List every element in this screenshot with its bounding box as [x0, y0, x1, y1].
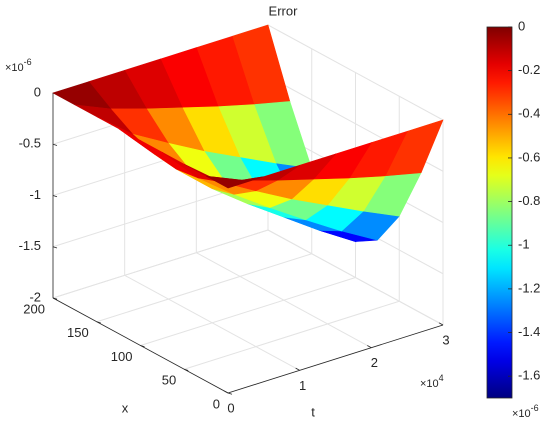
colorbar-tick-label: -0.2	[518, 62, 540, 77]
colorbar-tick-label: -0.6	[518, 149, 540, 164]
t-tick	[438, 322, 444, 326]
colorbar-tick-label: 0	[518, 18, 525, 33]
exponent-base: ×10	[512, 408, 531, 420]
z-tick	[52, 297, 58, 300]
y-tick-label: 3	[442, 332, 449, 347]
exponent-power: -6	[531, 403, 539, 413]
colorbar-tick-label: -1.4	[518, 324, 540, 339]
z-tick	[52, 195, 58, 198]
t-tick	[367, 345, 372, 349]
grid-line	[196, 252, 372, 349]
x-axis-label: x	[122, 400, 129, 415]
t-axis-label: t	[311, 404, 315, 419]
chart-title: Error	[269, 3, 299, 18]
colorbar-tick-label: -1.2	[518, 280, 540, 295]
grid-line	[124, 274, 300, 371]
z-tick	[52, 143, 58, 146]
t-tick	[223, 390, 229, 394]
t-axis	[227, 324, 444, 394]
x-tick-label: 200	[23, 301, 45, 316]
exponent-power: -6	[24, 57, 32, 67]
x-tick	[184, 368, 189, 371]
exponent-base: ×10	[420, 378, 439, 390]
grid-line	[140, 277, 356, 346]
colorbar-tick-label: -0.8	[518, 193, 540, 208]
colorbar-tick-label: -0.4	[518, 106, 540, 121]
z-tick-label: 0	[34, 84, 41, 99]
z-tick-label: -0.5	[19, 136, 41, 151]
x-tick	[96, 321, 101, 324]
grid-line	[267, 24, 444, 121]
colorbar	[486, 26, 513, 399]
surface-patch	[205, 175, 264, 189]
z-tick	[52, 246, 58, 249]
grid-line	[184, 300, 400, 370]
y-tick-label: 2	[371, 355, 378, 370]
colorbar-tick-label: -1.6	[518, 368, 540, 383]
x-tick	[227, 392, 233, 395]
y-tick-label: 1	[299, 378, 306, 393]
x-tick	[140, 345, 145, 348]
z-exponent: ×10-6	[5, 57, 32, 74]
x-tick-label: 50	[162, 373, 176, 388]
colorbar-tick-label: -1	[518, 237, 530, 252]
x-tick-label: 100	[111, 349, 133, 364]
y-tick-label: 0	[227, 400, 234, 415]
t-exponent: ×104	[420, 373, 444, 390]
t-tick	[295, 367, 300, 371]
x-tick-label: 150	[67, 325, 89, 340]
grid-line	[267, 229, 444, 326]
z-tick-label: -1.5	[19, 238, 41, 253]
grid-line	[96, 253, 312, 323]
grid-line	[52, 229, 269, 299]
colorbar-exponent: ×10-6	[512, 403, 539, 420]
z-tick-label: -2	[29, 289, 41, 304]
exponent-power: 4	[439, 373, 444, 383]
exponent-base: ×10	[5, 62, 24, 74]
x-tick-label: 0	[213, 396, 220, 411]
z-tick-label: -1	[29, 187, 41, 202]
